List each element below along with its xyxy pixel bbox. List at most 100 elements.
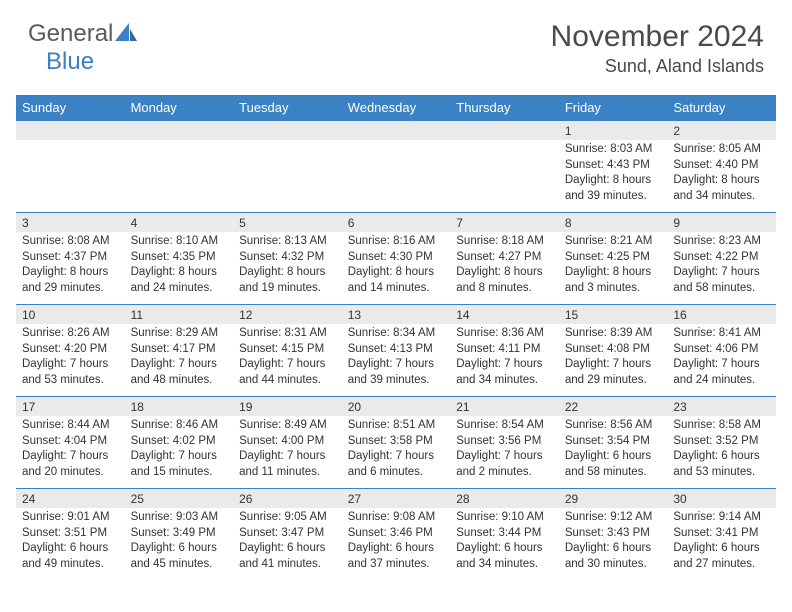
date-cell — [233, 121, 342, 141]
calendar-table: SundayMondayTuesdayWednesdayThursdayFrid… — [16, 95, 776, 580]
sunset-line: Sunset: 4:20 PM — [22, 342, 119, 358]
sunrise-line: Sunrise: 8:29 AM — [131, 326, 228, 342]
sunset-line: Sunset: 4:32 PM — [239, 250, 336, 266]
date-cell: 5 — [233, 213, 342, 233]
info-cell: Sunrise: 8:46 AMSunset: 4:02 PMDaylight:… — [125, 416, 234, 489]
sunset-line: Sunset: 3:46 PM — [348, 526, 445, 542]
date-cell: 15 — [559, 305, 668, 325]
sunrise-line: Sunrise: 9:14 AM — [673, 510, 770, 526]
date-cell — [125, 121, 234, 141]
info-cell: Sunrise: 8:23 AMSunset: 4:22 PMDaylight:… — [667, 232, 776, 305]
date-cell: 13 — [342, 305, 451, 325]
info-cell: Sunrise: 8:51 AMSunset: 3:58 PMDaylight:… — [342, 416, 451, 489]
sunset-line: Sunset: 4:27 PM — [456, 250, 553, 266]
sunrise-line: Sunrise: 8:16 AM — [348, 234, 445, 250]
title-block: November 2024 Sund, Aland Islands — [551, 20, 764, 77]
sunset-line: Sunset: 4:43 PM — [565, 158, 662, 174]
daylight-line: Daylight: 6 hours and 58 minutes. — [565, 449, 662, 480]
sunrise-line: Sunrise: 8:46 AM — [131, 418, 228, 434]
info-cell: Sunrise: 8:08 AMSunset: 4:37 PMDaylight:… — [16, 232, 125, 305]
date-cell — [450, 121, 559, 141]
date-cell: 4 — [125, 213, 234, 233]
date-cell: 16 — [667, 305, 776, 325]
sunrise-line: Sunrise: 8:36 AM — [456, 326, 553, 342]
info-cell: Sunrise: 8:21 AMSunset: 4:25 PMDaylight:… — [559, 232, 668, 305]
sunrise-line: Sunrise: 8:41 AM — [673, 326, 770, 342]
date-cell: 10 — [16, 305, 125, 325]
date-cell: 2 — [667, 121, 776, 141]
info-row: Sunrise: 8:44 AMSunset: 4:04 PMDaylight:… — [16, 416, 776, 489]
date-cell: 8 — [559, 213, 668, 233]
info-cell: Sunrise: 8:29 AMSunset: 4:17 PMDaylight:… — [125, 324, 234, 397]
sunset-line: Sunset: 4:35 PM — [131, 250, 228, 266]
daylight-line: Daylight: 6 hours and 45 minutes. — [131, 541, 228, 572]
location: Sund, Aland Islands — [551, 56, 764, 77]
daylight-line: Daylight: 6 hours and 49 minutes. — [22, 541, 119, 572]
sunrise-line: Sunrise: 9:05 AM — [239, 510, 336, 526]
sunset-line: Sunset: 4:37 PM — [22, 250, 119, 266]
date-cell: 23 — [667, 397, 776, 417]
date-cell: 27 — [342, 489, 451, 509]
daylight-line: Daylight: 8 hours and 19 minutes. — [239, 265, 336, 296]
sunset-line: Sunset: 3:41 PM — [673, 526, 770, 542]
sunrise-line: Sunrise: 9:03 AM — [131, 510, 228, 526]
sunrise-line: Sunrise: 8:10 AM — [131, 234, 228, 250]
sunrise-line: Sunrise: 8:03 AM — [565, 142, 662, 158]
daylight-line: Daylight: 7 hours and 58 minutes. — [673, 265, 770, 296]
day-header-row: SundayMondayTuesdayWednesdayThursdayFrid… — [16, 95, 776, 121]
date-cell: 24 — [16, 489, 125, 509]
info-cell: Sunrise: 8:49 AMSunset: 4:00 PMDaylight:… — [233, 416, 342, 489]
daylight-line: Daylight: 7 hours and 53 minutes. — [22, 357, 119, 388]
daylight-line: Daylight: 6 hours and 27 minutes. — [673, 541, 770, 572]
date-cell: 26 — [233, 489, 342, 509]
daylight-line: Daylight: 8 hours and 14 minutes. — [348, 265, 445, 296]
sunrise-line: Sunrise: 9:10 AM — [456, 510, 553, 526]
daylight-line: Daylight: 7 hours and 6 minutes. — [348, 449, 445, 480]
sunset-line: Sunset: 3:49 PM — [131, 526, 228, 542]
date-cell — [16, 121, 125, 141]
date-cell: 25 — [125, 489, 234, 509]
info-cell: Sunrise: 8:16 AMSunset: 4:30 PMDaylight:… — [342, 232, 451, 305]
sunrise-line: Sunrise: 8:18 AM — [456, 234, 553, 250]
month-title: November 2024 — [551, 20, 764, 54]
sunrise-line: Sunrise: 8:21 AM — [565, 234, 662, 250]
sunrise-line: Sunrise: 8:31 AM — [239, 326, 336, 342]
sunrise-line: Sunrise: 8:34 AM — [348, 326, 445, 342]
sunset-line: Sunset: 4:08 PM — [565, 342, 662, 358]
info-cell: Sunrise: 8:36 AMSunset: 4:11 PMDaylight:… — [450, 324, 559, 397]
date-row: 3456789 — [16, 213, 776, 233]
sunrise-line: Sunrise: 8:58 AM — [673, 418, 770, 434]
day-header-wednesday: Wednesday — [342, 95, 451, 121]
sunrise-line: Sunrise: 8:56 AM — [565, 418, 662, 434]
sunset-line: Sunset: 3:56 PM — [456, 434, 553, 450]
sunset-line: Sunset: 3:44 PM — [456, 526, 553, 542]
day-header-thursday: Thursday — [450, 95, 559, 121]
info-cell: Sunrise: 8:56 AMSunset: 3:54 PMDaylight:… — [559, 416, 668, 489]
daylight-line: Daylight: 8 hours and 3 minutes. — [565, 265, 662, 296]
daylight-line: Daylight: 7 hours and 29 minutes. — [565, 357, 662, 388]
info-cell: Sunrise: 8:10 AMSunset: 4:35 PMDaylight:… — [125, 232, 234, 305]
sunrise-line: Sunrise: 8:39 AM — [565, 326, 662, 342]
info-row: Sunrise: 8:26 AMSunset: 4:20 PMDaylight:… — [16, 324, 776, 397]
date-row: 24252627282930 — [16, 489, 776, 509]
date-cell: 1 — [559, 121, 668, 141]
daylight-line: Daylight: 6 hours and 41 minutes. — [239, 541, 336, 572]
info-cell: Sunrise: 9:03 AMSunset: 3:49 PMDaylight:… — [125, 508, 234, 580]
sunrise-line: Sunrise: 9:12 AM — [565, 510, 662, 526]
daylight-line: Daylight: 7 hours and 2 minutes. — [456, 449, 553, 480]
info-cell: Sunrise: 8:44 AMSunset: 4:04 PMDaylight:… — [16, 416, 125, 489]
sunset-line: Sunset: 4:22 PM — [673, 250, 770, 266]
date-cell: 30 — [667, 489, 776, 509]
info-cell: Sunrise: 8:26 AMSunset: 4:20 PMDaylight:… — [16, 324, 125, 397]
date-cell — [342, 121, 451, 141]
sunset-line: Sunset: 4:25 PM — [565, 250, 662, 266]
logo: General Blue — [28, 20, 137, 76]
sunrise-line: Sunrise: 9:01 AM — [22, 510, 119, 526]
logo-text-general: General — [28, 20, 113, 47]
info-row: Sunrise: 9:01 AMSunset: 3:51 PMDaylight:… — [16, 508, 776, 580]
info-cell: Sunrise: 8:18 AMSunset: 4:27 PMDaylight:… — [450, 232, 559, 305]
sunrise-line: Sunrise: 8:44 AM — [22, 418, 119, 434]
day-header-friday: Friday — [559, 95, 668, 121]
day-header-saturday: Saturday — [667, 95, 776, 121]
daylight-line: Daylight: 6 hours and 34 minutes. — [456, 541, 553, 572]
